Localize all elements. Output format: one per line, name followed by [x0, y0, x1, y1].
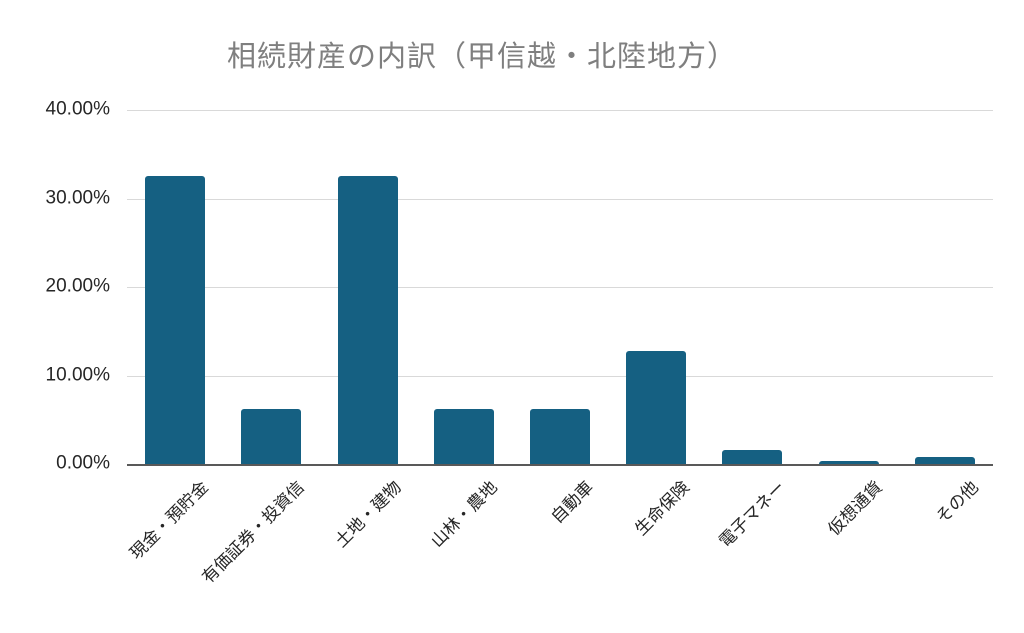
bar [914, 456, 975, 464]
category-slot: 自動車 [512, 110, 608, 527]
x-axis-category-label: その他 [932, 477, 982, 528]
bar [145, 175, 206, 464]
category-slot: 生命保険 [608, 110, 704, 539]
category-slot: その他 [897, 110, 993, 527]
category-slot: 仮想通貨 [801, 110, 897, 539]
y-axis-tick-label: 10.00% [45, 364, 110, 386]
x-axis-category-label: 仮想通貨 [824, 477, 886, 540]
plot-area: 現金・預貯金 有価証券・投資信 土地・建物 山林・農地 自動車 生命保険 電子マネー 仮想通貨… [46, 99, 993, 587]
category-slot: 現金・預貯金 [127, 110, 223, 563]
gridline [127, 287, 993, 288]
x-axis-category-label: 自動車 [547, 477, 597, 528]
chart-title: 相続財産の内訳（甲信越・北陸地方） [226, 41, 737, 73]
bar [241, 409, 302, 464]
y-axis-tick-label: 40.00% [45, 98, 110, 120]
x-axis-category-label: 山林・農地 [427, 477, 501, 552]
gridline [127, 110, 993, 111]
bar [337, 175, 398, 464]
x-axis-line [127, 464, 993, 466]
category-slot: 電子マネー [704, 110, 800, 551]
bar [626, 350, 687, 464]
x-axis-category-label: 電子マネー [715, 477, 790, 552]
gridline [127, 375, 993, 377]
x-axis-category-label: 土地・建物 [330, 477, 405, 552]
bar [433, 409, 494, 464]
y-axis-tick-label: 30.00% [45, 187, 110, 209]
category-slot: 土地・建物 [319, 110, 415, 551]
y-axis-tick-label: 0.00% [56, 452, 110, 474]
bar [722, 449, 783, 464]
x-axis-category-label: 生命保険 [631, 477, 694, 540]
y-axis-tick-label: 20.00% [45, 275, 110, 297]
bar [818, 461, 879, 464]
x-axis-category-label: 現金・預貯金 [126, 477, 213, 564]
bars-container: 現金・預貯金 有価証券・投資信 土地・建物 山林・農地 自動車 生命保険 電子マネー 仮想通貨… [127, 110, 993, 587]
gridline [127, 198, 993, 200]
category-slot: 山林・農地 [416, 110, 512, 551]
category-slot: 有価証券・投資信 [199, 110, 319, 587]
bar [529, 409, 590, 464]
